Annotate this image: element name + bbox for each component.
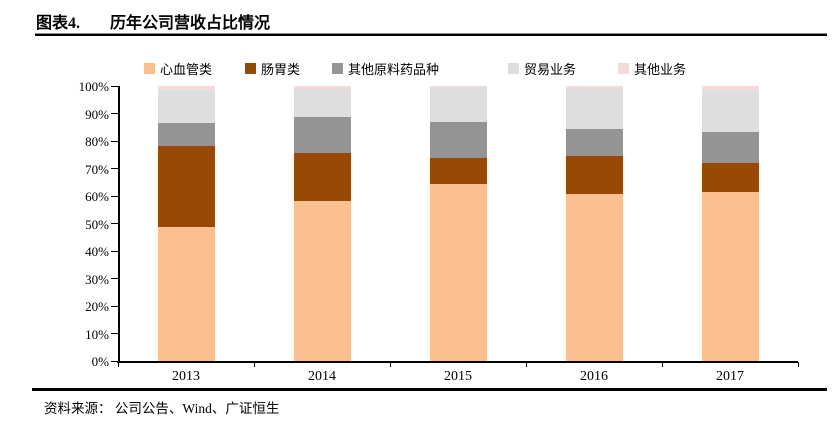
legend-swatch-icon [332, 63, 343, 74]
bar-segment-心血管类-2013 [157, 226, 215, 361]
bar-segment-肠胃类-2017 [701, 163, 759, 193]
x-axis-tick [389, 362, 391, 367]
y-axis-tick [111, 278, 118, 279]
y-axis-tick [111, 168, 118, 169]
y-axis-tick-label: 10% [85, 326, 109, 342]
legend-item-其他业务: 其他业务 [618, 59, 686, 78]
legend-swatch-icon [245, 63, 256, 74]
bar-segment-贸易业务-2017 [701, 90, 759, 133]
y-axis-tick [111, 113, 118, 114]
bar-segment-其他业务-2015 [429, 86, 487, 88]
bar-segment-其他业务-2013 [157, 86, 215, 91]
legend-item-心血管类: 心血管类 [144, 59, 212, 78]
footer-divider [32, 388, 827, 391]
y-axis-tick [111, 333, 118, 334]
bar-segment-其他业务-2014 [293, 86, 351, 90]
bar-segment-其他业务-2017 [701, 86, 759, 91]
legend-item-肠胃类: 肠胃类 [245, 59, 300, 78]
y-axis-tick [111, 85, 118, 87]
y-axis-tick-label: 20% [85, 299, 109, 314]
bar-segment-心血管类-2015 [429, 183, 487, 361]
title-divider [35, 33, 827, 36]
x-axis-tick [797, 362, 799, 367]
source-note: 资料来源： 公司公告、Wind、广证恒生 [44, 401, 280, 416]
y-axis-tick [111, 140, 118, 142]
y-axis-line [118, 86, 120, 362]
figure-label: 图表4. [36, 15, 81, 32]
y-axis-tick-label: 40% [85, 244, 109, 259]
bar-segment-其他原料药品种-2015 [429, 121, 487, 159]
bar-segment-心血管类-2017 [701, 192, 759, 361]
legend-item-贸易业务: 贸易业务 [508, 59, 576, 78]
figure-title: 图表4. 历年公司营收占比情况 [36, 9, 270, 33]
x-axis-category-label: 2014 [308, 369, 336, 384]
y-axis-tick-label: 100% [78, 79, 109, 94]
y-axis-tick-label: 60% [85, 189, 109, 204]
y-axis-tick-label: 70% [85, 161, 109, 177]
y-axis-tick [111, 250, 118, 252]
y-axis-tick-label: 80% [85, 134, 109, 149]
legend-label: 其他原料药品种 [348, 62, 440, 77]
y-axis-tick-label: 30% [85, 271, 109, 287]
y-axis-tick [111, 195, 118, 197]
y-axis-tick-label: 50% [85, 216, 109, 232]
legend-item-其他原料药品种: 其他原料药品种 [332, 59, 439, 78]
bar-segment-其他原料药品种-2013 [157, 122, 215, 147]
legend-swatch-icon [618, 63, 629, 74]
y-axis-tick [111, 305, 118, 307]
x-axis-tick [117, 362, 119, 367]
x-axis-category-label: 2015 [444, 369, 472, 384]
y-axis-tick-label: 0% [91, 354, 109, 369]
bar-segment-贸易业务-2013 [157, 90, 215, 123]
legend-swatch-icon [508, 63, 519, 74]
y-axis-tick-label: 90% [85, 106, 109, 122]
x-axis-tick [253, 362, 255, 367]
bar-segment-心血管类-2014 [293, 200, 351, 361]
y-axis-tick [111, 360, 118, 362]
legend-label: 贸易业务 [524, 62, 577, 77]
bar-segment-其他原料药品种-2014 [293, 117, 351, 154]
bar-segment-其他业务-2016 [565, 86, 623, 89]
bar-segment-肠胃类-2014 [293, 153, 351, 201]
bar-segment-贸易业务-2014 [293, 89, 351, 118]
figure-title-text: 历年公司营收占比情况 [110, 15, 271, 32]
legend-label: 心血管类 [160, 62, 213, 77]
bar-segment-肠胃类-2016 [565, 156, 623, 195]
bar-segment-肠胃类-2013 [157, 146, 215, 227]
bar-segment-其他原料药品种-2017 [701, 132, 759, 164]
legend-swatch-icon [144, 63, 155, 74]
x-axis-category-label: 2016 [580, 369, 608, 384]
x-axis-tick [525, 362, 527, 367]
x-axis-line [117, 361, 798, 363]
x-axis-category-label: 2013 [172, 369, 200, 384]
x-axis-category-label: 2017 [716, 369, 744, 384]
bar-segment-贸易业务-2016 [565, 88, 623, 130]
x-axis-tick [661, 362, 663, 367]
y-axis-tick [111, 223, 118, 224]
bar-segment-贸易业务-2015 [429, 87, 487, 122]
bar-segment-其他原料药品种-2016 [565, 129, 623, 157]
legend-label: 肠胃类 [261, 62, 301, 77]
bar-segment-肠胃类-2015 [429, 158, 487, 184]
bar-segment-心血管类-2016 [565, 194, 623, 361]
legend-label: 其他业务 [634, 62, 687, 77]
